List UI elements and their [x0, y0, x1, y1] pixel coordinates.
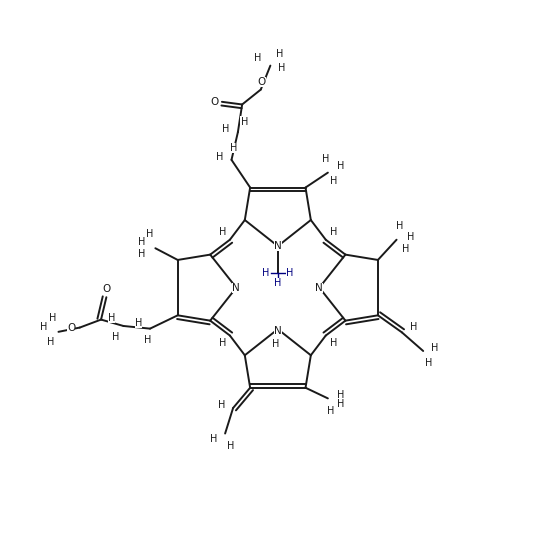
Text: N: N	[274, 241, 282, 251]
Text: H: H	[219, 338, 226, 348]
Text: H: H	[337, 161, 344, 171]
Text: H: H	[322, 154, 329, 164]
Text: H: H	[402, 244, 410, 254]
Text: H: H	[138, 249, 145, 259]
Text: H: H	[147, 229, 154, 239]
Text: H: H	[272, 339, 280, 349]
Text: H: H	[210, 434, 217, 444]
Text: H: H	[396, 221, 403, 231]
Text: O: O	[102, 284, 111, 294]
Text: H: H	[276, 49, 283, 59]
Text: H: H	[240, 117, 248, 126]
Text: O: O	[258, 77, 266, 87]
Text: H: H	[112, 331, 119, 342]
Text: H: H	[47, 337, 54, 348]
Text: H: H	[222, 124, 230, 134]
Text: H: H	[217, 400, 225, 410]
Text: H: H	[278, 63, 286, 73]
Text: H: H	[330, 227, 337, 237]
Text: H: H	[227, 441, 234, 451]
Text: H: H	[410, 322, 417, 332]
Text: N: N	[274, 326, 282, 336]
Text: N: N	[232, 282, 240, 293]
Text: H: H	[274, 278, 282, 288]
Text: H: H	[219, 227, 226, 237]
Text: O: O	[67, 323, 75, 332]
Text: H: H	[330, 338, 337, 348]
Text: H: H	[431, 343, 439, 353]
Text: N: N	[316, 282, 323, 293]
Text: H: H	[328, 406, 335, 416]
Text: H: H	[231, 143, 238, 153]
Text: H: H	[254, 53, 261, 62]
Text: H: H	[407, 232, 414, 242]
Text: H: H	[144, 335, 151, 345]
Text: H: H	[108, 313, 116, 323]
Text: H: H	[40, 322, 47, 331]
Text: H: H	[138, 237, 145, 247]
Text: H: H	[330, 176, 337, 186]
Text: H: H	[263, 268, 270, 278]
Text: H: H	[425, 358, 432, 367]
Text: H: H	[50, 313, 57, 323]
Text: H: H	[337, 390, 344, 400]
Text: H: H	[216, 152, 223, 162]
Text: O: O	[210, 97, 219, 107]
Text: H: H	[286, 268, 293, 278]
Text: H: H	[135, 318, 142, 328]
Text: H: H	[337, 399, 344, 409]
